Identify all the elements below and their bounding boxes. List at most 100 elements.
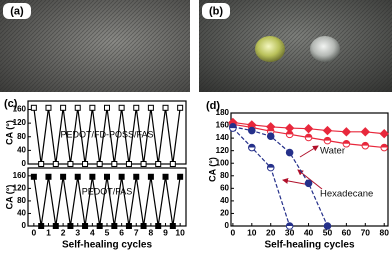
- x-tick-label: 5: [105, 227, 110, 237]
- marker: [162, 173, 169, 180]
- marker: [74, 104, 81, 111]
- arrow: [297, 169, 323, 190]
- marker: [104, 173, 110, 180]
- marker-half: [248, 144, 256, 148]
- y-tick-label: 160: [13, 105, 27, 114]
- marker-half: [286, 131, 293, 135]
- y-tick-label: 80: [220, 171, 229, 180]
- y-tick-label: 160: [13, 171, 27, 180]
- plot-frame: [230, 112, 389, 227]
- x-tick-label: 30: [285, 227, 295, 237]
- marker: [162, 104, 169, 111]
- marker: [266, 132, 275, 141]
- x-tick-label: 6: [119, 227, 124, 237]
- x-tick-label: 10: [175, 227, 185, 237]
- marker: [177, 173, 184, 180]
- marker-half: [324, 137, 331, 141]
- marker: [104, 104, 110, 111]
- x-tick-label: 9: [163, 227, 168, 237]
- x-tick-label: 0: [231, 227, 236, 237]
- marker-half: [229, 124, 237, 129]
- marker: [169, 161, 176, 167]
- x-tick-label: 7: [134, 227, 139, 237]
- marker: [30, 104, 37, 111]
- x-axis-label: Self-healing cycles: [264, 240, 354, 251]
- panel-label: (a): [10, 5, 24, 17]
- droplet: [310, 36, 340, 62]
- y-axis-label: CA (°): [4, 120, 14, 145]
- x-tick-label: 20: [266, 227, 276, 237]
- y-axis-label: CA (°): [4, 185, 14, 210]
- y-tick-label: 160: [216, 121, 230, 130]
- marker-half: [267, 164, 275, 168]
- x-tick-label: 50: [323, 227, 333, 237]
- marker: [111, 223, 118, 229]
- marker: [82, 161, 89, 167]
- x-tick-label: 3: [75, 227, 80, 237]
- marker: [60, 104, 67, 111]
- x-tick-label: 60: [342, 227, 352, 237]
- y-tick-label: 20: [220, 209, 229, 218]
- x-tick-label: 40: [304, 227, 314, 237]
- marker: [303, 123, 314, 134]
- panel-label: (b): [209, 5, 223, 17]
- series-line: [232, 127, 291, 227]
- texture: [199, 0, 392, 92]
- marker: [30, 173, 37, 180]
- annotation: Water: [320, 146, 345, 157]
- marker: [177, 104, 184, 111]
- marker-half: [286, 222, 293, 226]
- label-box: [3, 3, 31, 19]
- marker: [133, 173, 140, 180]
- marker: [155, 161, 162, 167]
- y-axis-label: CA (°): [207, 157, 217, 182]
- marker: [360, 127, 371, 137]
- marker: [304, 179, 313, 188]
- marker: [118, 173, 125, 180]
- marker: [169, 223, 176, 229]
- marker: [140, 161, 147, 167]
- marker: [147, 104, 154, 111]
- marker: [52, 161, 59, 167]
- y-tick-label: 40: [17, 145, 26, 154]
- marker: [82, 223, 89, 229]
- marker-half: [380, 144, 388, 148]
- marker-half: [305, 134, 312, 138]
- marker: [147, 173, 154, 180]
- y-tick-label: 0: [22, 221, 27, 230]
- marker: [285, 148, 294, 157]
- label-box: [202, 3, 230, 19]
- y-tick-label: 120: [13, 118, 27, 127]
- marker: [111, 161, 118, 167]
- x-tick-label: 2: [61, 227, 66, 237]
- marker: [323, 222, 332, 230]
- marker: [96, 161, 103, 167]
- marker: [140, 223, 147, 229]
- x-tick-label: 8: [149, 227, 154, 237]
- y-tick-label: 120: [13, 183, 27, 192]
- marker-half: [343, 140, 350, 144]
- y-tick-label: 80: [17, 196, 26, 205]
- marker: [322, 125, 333, 136]
- droplet: [255, 36, 285, 62]
- marker: [45, 104, 52, 111]
- annotation: Hexadecane: [320, 189, 373, 200]
- marker: [89, 104, 96, 111]
- marker: [125, 161, 132, 167]
- y-tick-label: 80: [17, 132, 26, 141]
- marker: [38, 223, 45, 229]
- y-tick-label: 0: [225, 221, 230, 230]
- marker: [118, 104, 125, 111]
- x-tick-label: 4: [90, 227, 95, 237]
- plot-frame: [27, 100, 187, 165]
- marker: [67, 161, 74, 167]
- marker: [60, 173, 67, 180]
- marker: [379, 129, 389, 139]
- marker: [248, 126, 256, 135]
- marker: [96, 223, 103, 229]
- marker-half: [248, 124, 256, 128]
- marker: [125, 223, 132, 229]
- series-line: [232, 126, 329, 227]
- marker-half: [362, 142, 369, 146]
